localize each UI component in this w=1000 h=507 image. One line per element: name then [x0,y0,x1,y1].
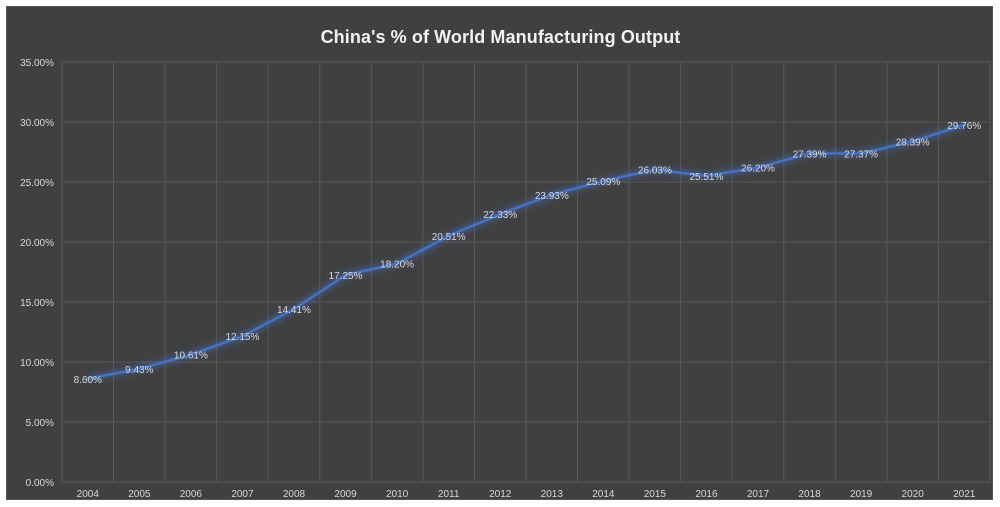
y-tick-label: 5.00% [26,418,54,429]
data-point [962,123,966,127]
x-tick-label: 2012 [489,489,512,500]
data-point [240,334,244,338]
data-label: 29.76% [947,121,981,132]
y-tick-label: 35.00% [20,58,54,69]
data-point [704,174,708,178]
x-tick-label: 2009 [334,489,357,500]
x-tick-label: 2015 [644,489,667,500]
data-label: 12.15% [225,332,259,343]
data-point [911,139,915,143]
data-label: 22.33% [483,210,517,221]
data-label: 20.51% [432,232,466,243]
data-point [447,234,451,238]
data-point [601,179,605,183]
chart-area: China's % of World Manufacturing Output [6,6,993,500]
data-label: 25.09% [586,177,620,188]
x-tick-label: 2019 [850,489,873,500]
data-label: 28.39% [896,137,930,148]
data-labels: 8.60% 9.43% 10.61% 12.15% 14.41% 17.25% 18.20%… [74,121,982,386]
x-tick-label: 2004 [77,489,100,500]
data-point [550,193,554,197]
data-point [344,273,348,277]
x-tick-label: 2017 [747,489,770,500]
data-label: 27.37% [844,150,878,161]
data-point [756,166,760,170]
x-axis-ticks: 2004 2005 2006 2007 2008 2009 2010 2011 2012 2013… [77,489,976,500]
data-label: 14.41% [277,305,311,316]
y-tick-label: 20.00% [20,238,54,249]
y-tick-label: 30.00% [20,118,54,129]
x-tick-label: 2013 [541,489,564,500]
x-tick-label: 2014 [592,489,615,500]
x-tick-label: 2011 [438,489,460,500]
chart-title: China's % of World Manufacturing Output [320,27,681,47]
data-point [86,377,90,381]
data-point [859,152,863,156]
x-tick-label: 2021 [953,489,976,500]
data-label: 25.51% [689,172,723,183]
y-tick-label: 25.00% [20,178,54,189]
y-tick-label: 0.00% [26,478,54,489]
data-label: 26.20% [741,164,775,175]
x-tick-label: 2005 [128,489,151,500]
y-tick-label: 10.00% [20,358,54,369]
data-label: 23.93% [535,191,569,202]
data-label: 8.60% [74,375,102,386]
data-point [292,307,296,311]
series-line [86,121,966,383]
y-tick-label: 15.00% [20,298,54,309]
data-point [137,367,141,371]
data-point [653,168,657,172]
x-tick-label: 2020 [902,489,925,500]
data-label: 27.39% [793,149,827,160]
data-point [189,353,193,357]
data-label: 26.03% [638,166,672,177]
data-point [808,151,812,155]
x-tick-label: 2010 [386,489,409,500]
x-tick-label: 2007 [231,489,254,500]
data-label: 18.20% [380,260,414,271]
x-tick-label: 2008 [283,489,306,500]
gridlines [61,61,991,483]
data-point [395,262,399,266]
data-point [498,212,502,216]
x-tick-label: 2018 [798,489,821,500]
data-label: 9.43% [125,365,153,376]
x-tick-label: 2006 [180,489,203,500]
y-axis-ticks: 0.00% 5.00% 10.00% 15.00% 20.00% 25.00% 30.00%… [20,58,54,489]
x-tick-label: 2016 [695,489,718,500]
series-line-path [86,123,966,381]
data-label: 17.25% [329,271,363,282]
data-label: 10.61% [174,351,208,362]
